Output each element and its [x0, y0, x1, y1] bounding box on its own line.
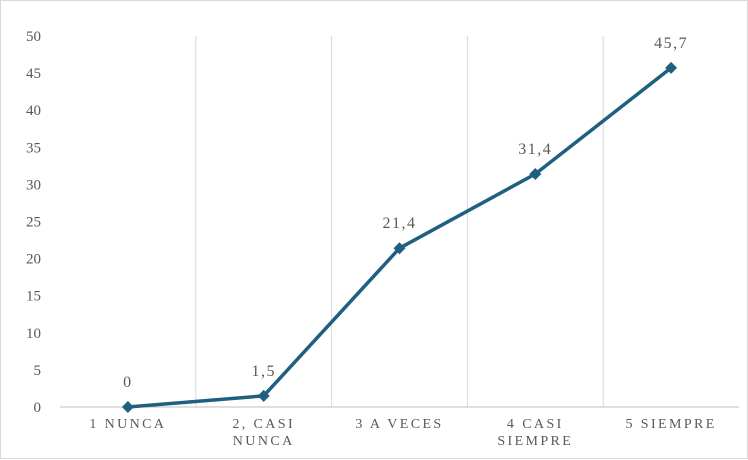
- data-label: 31,4: [518, 141, 552, 158]
- x-category-label: NUNCA: [233, 434, 295, 449]
- y-tick-label: 45: [26, 66, 41, 82]
- y-tick-label: 25: [26, 215, 41, 231]
- x-category-label: 2, CASI: [232, 417, 295, 432]
- y-tick-label: 10: [26, 326, 41, 342]
- y-tick-label: 40: [26, 103, 41, 119]
- data-label: 1,5: [251, 363, 276, 380]
- series-line: [126, 66, 673, 409]
- x-category-label: 4 CASI: [507, 417, 564, 432]
- y-tick-label: 35: [26, 140, 41, 156]
- data-label: 21,4: [383, 215, 417, 232]
- y-tick-label: 30: [26, 177, 41, 193]
- y-tick-label: 15: [26, 289, 41, 305]
- data-label: 45,7: [654, 35, 688, 52]
- x-category-label: 3 A VECES: [355, 417, 443, 432]
- data-point-marker: [393, 242, 406, 255]
- x-category-label: 1 NUNCA: [89, 417, 166, 432]
- data-label: 0: [123, 374, 133, 391]
- y-tick-label: 0: [34, 400, 42, 416]
- data-point-marker: [529, 168, 542, 181]
- data-point-marker: [665, 61, 678, 74]
- data-point-marker: [121, 401, 134, 413]
- y-tick-label: 20: [26, 252, 41, 268]
- data-point-marker: [257, 389, 270, 402]
- y-tick-label: 50: [26, 29, 41, 45]
- x-category-label: 5 SIEMPRE: [625, 417, 716, 432]
- y-tick-label: 5: [34, 363, 42, 379]
- x-category-label: SIEMPRE: [497, 434, 573, 449]
